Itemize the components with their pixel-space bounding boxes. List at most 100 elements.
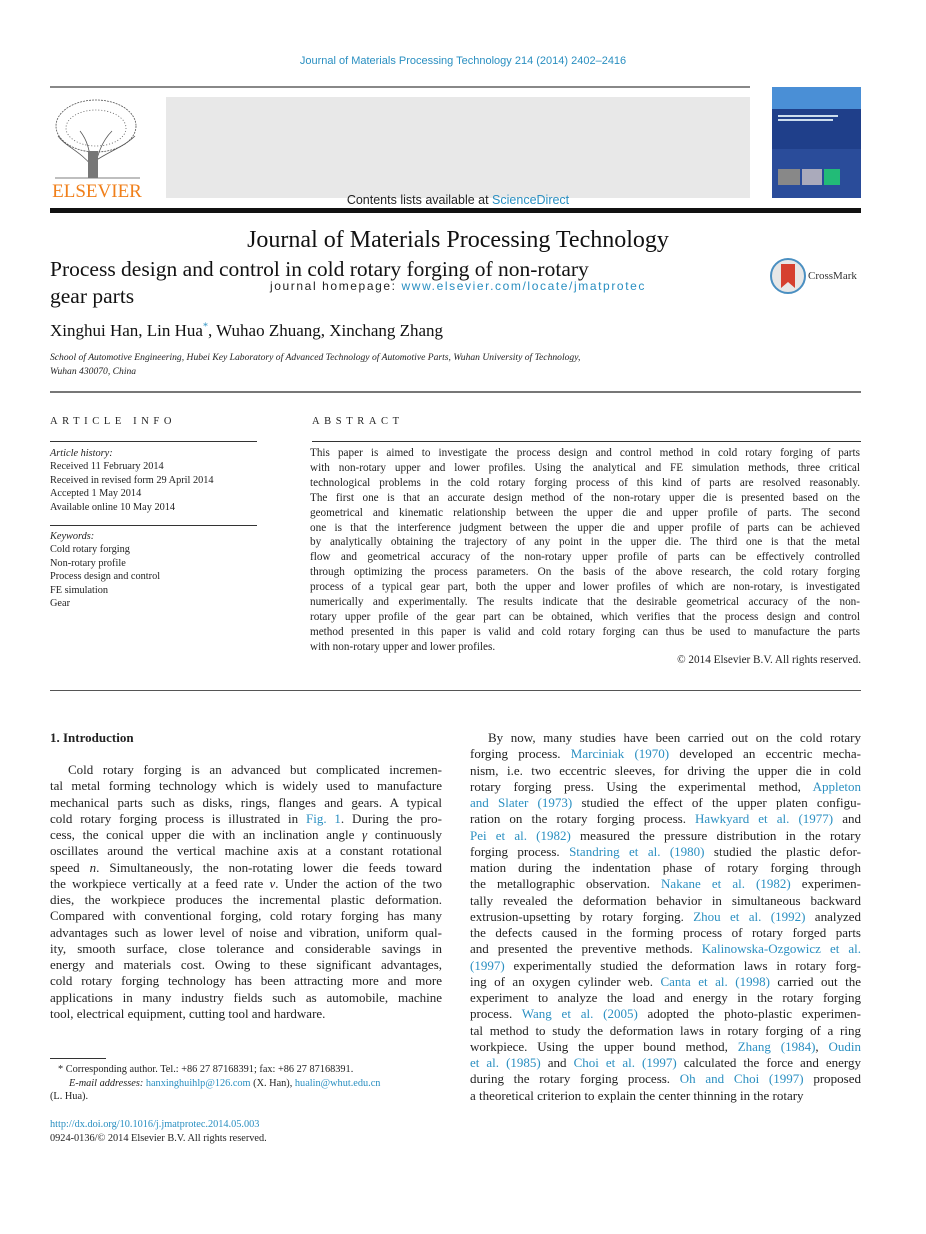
abstract-line: through optimizing the process parameter…: [310, 566, 860, 579]
body-line: and Slater (1973) studied the effect of …: [470, 795, 861, 810]
reference-link[interactable]: Oh and Choi (1997): [679, 1071, 804, 1087]
article-title: Process design and control in cold rotar…: [50, 256, 730, 310]
body-line: experiment to analyze the load and energ…: [470, 990, 861, 1005]
reference-link[interactable]: Fig. 1: [305, 810, 341, 826]
doi-link[interactable]: http://dx.doi.org/10.1016/j.jmatprotec.2…: [50, 1119, 260, 1130]
keyword: Process design and control: [50, 571, 161, 583]
body-line: cold rotary forging process is illustrat…: [50, 810, 442, 826]
journal-cover-image: [772, 87, 861, 198]
sciencedirect-link[interactable]: ScienceDirect: [492, 193, 570, 207]
corresponding-author-marker[interactable]: *: [202, 321, 208, 333]
body-line: forging process. Marciniak (1970) develo…: [470, 746, 861, 762]
divider: [50, 391, 861, 393]
abstract-text: This paper is aimed to investigate the p…: [310, 446, 860, 655]
email-link-han[interactable]: hanxinghuihlp@126.com: [145, 1077, 251, 1089]
abstract-line: process of a typical gear part, both the…: [310, 581, 860, 594]
abstract-line: The first one is that an accurate design…: [310, 491, 860, 504]
reference-link[interactable]: Zhang (1984): [737, 1038, 816, 1054]
body-line: the defects caused in the forming proces…: [470, 925, 861, 940]
reference-link[interactable]: Oudin: [828, 1038, 862, 1054]
authors-first: Xinghui Han, Lin Hua: [50, 321, 203, 340]
math-symbol: n: [89, 859, 97, 875]
reference-link[interactable]: Kalinowska-Ozgowicz et al.: [701, 941, 861, 957]
body-line: tool, electrical equipment, cutting tool…: [50, 1005, 326, 1021]
body-line: oscillates around the vertical machine a…: [50, 843, 442, 859]
body-line: and presented the preventive methods. Ka…: [470, 941, 861, 957]
journal-citation[interactable]: Journal of Materials Processing Technolo…: [299, 55, 627, 67]
body-line: dies, the workpiece produces the increme…: [50, 892, 442, 907]
corresponding-author-note: Corresponding author. Tel.: +86 27 87168…: [63, 1064, 354, 1075]
divider: [50, 441, 257, 442]
crossmark-badge[interactable]: CrossMark: [770, 258, 865, 296]
body-line: rotary forging press. Using the experime…: [470, 778, 861, 794]
article-history: Article history: Received 11 February 20…: [50, 447, 214, 514]
body-line: Cold rotary forging is an advanced but c…: [68, 762, 442, 777]
abstract-copyright: © 2014 Elsevier B.V. All rights reserved…: [677, 654, 861, 666]
article-info-heading: ARTICLE INFO: [50, 416, 177, 427]
abstract-line: rotary upper profile of the gear part ca…: [310, 610, 860, 623]
footnote-marker: *: [58, 1064, 64, 1075]
keyword: Gear: [50, 598, 71, 610]
reference-link[interactable]: Zhou et al. (1992): [693, 908, 806, 924]
body-column-right: By now, many studies have been carried o…: [470, 730, 861, 1104]
abstract-line: flow and geometrical accuracy of the non…: [310, 551, 860, 564]
body-line: cess, the conical upper die with an incl…: [50, 827, 442, 842]
authors-rest: , Wuhao Zhuang, Xinchang Zhang: [207, 321, 444, 340]
doi-block: http://dx.doi.org/10.1016/j.jmatprotec.2…: [50, 1118, 267, 1145]
elsevier-tree-logo: ELSEVIER: [52, 99, 142, 200]
body-line: workpiece. Using the upper bound method,…: [470, 1038, 862, 1054]
section-heading-introduction: 1. Introduction: [50, 730, 134, 745]
footnote: * Corresponding author. Tel.: +86 27 871…: [50, 1063, 450, 1104]
body-line: nism, i.e. two eccentric sleeves, for dr…: [470, 762, 861, 778]
reference-link[interactable]: Pei et al. (1982): [470, 827, 571, 843]
homepage-link[interactable]: www.elsevier.com/locate/jmatprotec: [401, 279, 647, 293]
journal-title: Journal of Materials Processing Technolo…: [247, 227, 669, 253]
body-column-left: Cold rotary forging is an advanced but c…: [50, 762, 442, 1022]
body-line: ity, smooth surface, close tolerance and…: [50, 940, 442, 956]
reference-link[interactable]: Choi et al. (1997): [573, 1055, 677, 1070]
crossmark-label: CrossMark: [808, 270, 857, 282]
history-label: Article history:: [50, 448, 113, 459]
abstract-line: technological problems in the cold rotar…: [310, 476, 860, 489]
footnote-rule: [50, 1058, 106, 1059]
reference-link[interactable]: Hawkyard et al. (1977): [695, 811, 834, 827]
abstract-line: geometrical and kinematic relationship b…: [310, 506, 860, 519]
divider: [50, 525, 257, 526]
reference-link[interactable]: Canta et al. (1998): [660, 973, 770, 989]
body-line: cold rotary forging technology has been …: [50, 973, 442, 989]
body-line: tally revealed the deformation behavior …: [470, 892, 861, 908]
reference-link[interactable]: Marciniak (1970): [570, 746, 670, 762]
reference-link[interactable]: Nakane et al. (1982): [661, 876, 791, 892]
body-line: advantages such as lower level of noise …: [50, 924, 442, 940]
history-item: Available online 10 May 2014: [50, 501, 176, 513]
body-line: ing of an oxygen cylinder web. Canta et …: [470, 973, 861, 989]
email-owner: (X. Han),: [250, 1077, 295, 1089]
divider: [312, 441, 861, 442]
body-line: the workpiece vertically at a feed rate …: [50, 875, 443, 891]
divider: [50, 690, 861, 691]
reference-link[interactable]: Appleton: [812, 778, 861, 794]
svg-text:ELSEVIER: ELSEVIER: [52, 181, 142, 200]
abstract-line: method presented in this paper is valid …: [310, 625, 860, 638]
keyword: Non-rotary profile: [50, 557, 126, 569]
reference-link[interactable]: (1997): [470, 957, 505, 973]
reference-link[interactable]: Wang et al. (2005): [521, 1006, 638, 1022]
body-line: Pei et al. (1982) measured the pressure …: [470, 827, 861, 843]
issn-copyright: 0924-0136/© 2014 Elsevier B.V. All right…: [50, 1132, 267, 1144]
title-line: gear parts: [50, 284, 135, 308]
email-link-hua[interactable]: hualin@whut.edu.cn: [294, 1077, 381, 1089]
body-line: ration on the rotary forging process. Ha…: [470, 811, 861, 827]
title-line: Process design and control in cold rotar…: [50, 257, 589, 281]
body-line: energy and materials cost. Owing to thes…: [50, 957, 442, 972]
reference-link[interactable]: et al. (1985): [470, 1055, 541, 1070]
abstract-line: numerically and experimentally. The resu…: [310, 596, 860, 609]
reference-link[interactable]: and Slater (1973): [470, 795, 573, 810]
body-line: mechanical parts such as disks, rings, f…: [50, 794, 442, 810]
contents-prefix: Contents lists available at: [346, 193, 493, 207]
reference-link[interactable]: Standring et al. (1980): [569, 843, 705, 859]
keywords-label: Keywords:: [50, 531, 95, 542]
history-item: Accepted 1 May 2014: [50, 488, 142, 500]
contents-line: Contents lists available at ScienceDirec…: [166, 193, 750, 207]
abstract-heading: ABSTRACT: [312, 416, 404, 427]
keyword: FE simulation: [50, 584, 109, 596]
